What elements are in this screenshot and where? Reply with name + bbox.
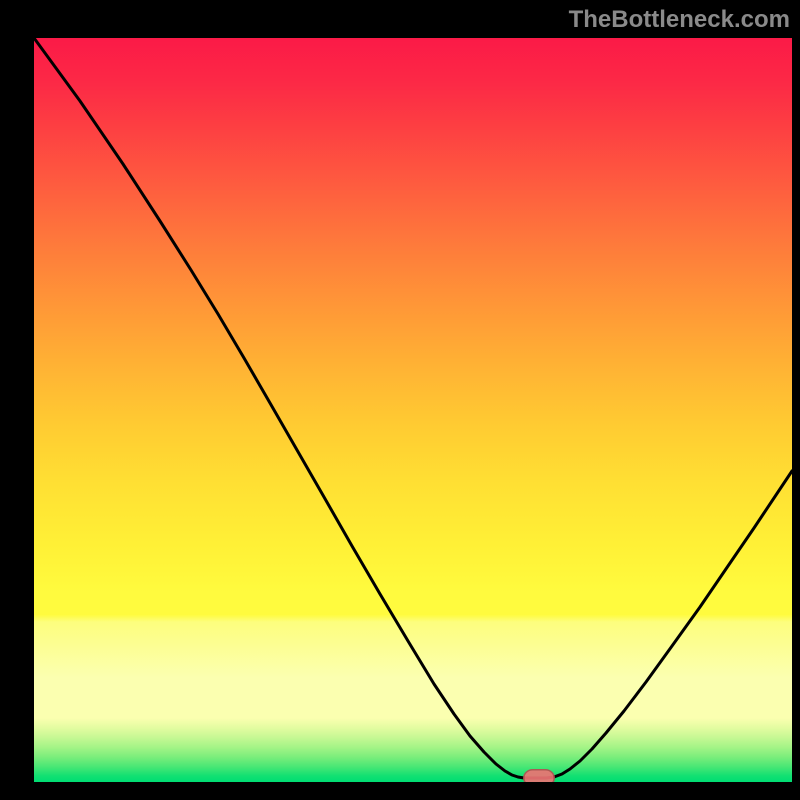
optimum-marker bbox=[523, 769, 555, 782]
frame-border-bottom bbox=[0, 782, 800, 800]
bottleneck-curve bbox=[34, 38, 792, 782]
chart-frame: TheBottleneck.com bbox=[0, 0, 800, 800]
frame-border-left bbox=[0, 0, 34, 800]
frame-border-right bbox=[792, 0, 800, 800]
plot-area bbox=[34, 38, 792, 782]
watermark-text: TheBottleneck.com bbox=[569, 6, 790, 34]
